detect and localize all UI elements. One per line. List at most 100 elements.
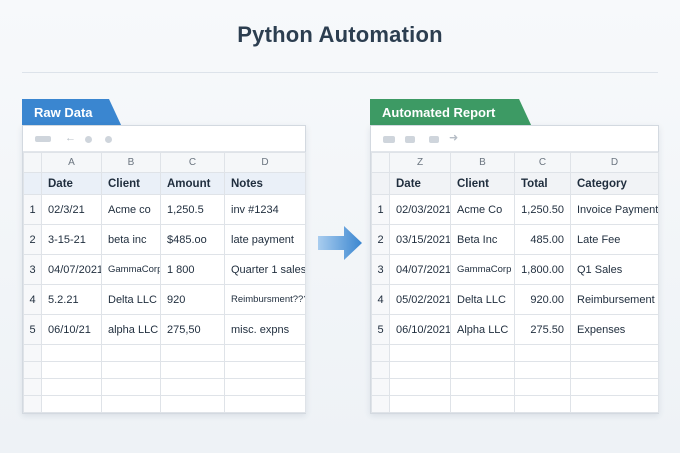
empty-cell[interactable]	[389, 344, 451, 362]
empty-cell[interactable]	[514, 378, 571, 396]
empty-cell[interactable]	[570, 378, 659, 396]
grid-icon[interactable]	[405, 136, 415, 143]
table-cell[interactable]: 02/03/2021	[389, 194, 451, 225]
table-cell[interactable]: 920.00	[514, 284, 571, 315]
sheet-icon[interactable]	[429, 136, 439, 143]
header-cell[interactable]: Notes	[224, 172, 306, 195]
empty-cell[interactable]	[101, 344, 161, 362]
empty-cell[interactable]	[160, 395, 225, 413]
empty-cell[interactable]	[450, 378, 515, 396]
empty-cell[interactable]	[570, 395, 659, 413]
table-cell[interactable]: 275.50	[514, 314, 571, 345]
empty-cell[interactable]	[224, 395, 306, 413]
column-letter[interactable]: C	[160, 152, 225, 173]
table-cell[interactable]: 1,250.5	[160, 194, 225, 225]
table-cell[interactable]: 06/10/2021	[389, 314, 451, 345]
table-cell[interactable]: 5.2.21	[41, 284, 102, 315]
empty-cell[interactable]	[41, 378, 102, 396]
column-letter[interactable]: A	[41, 152, 102, 173]
row-number[interactable]: 1	[371, 194, 390, 225]
empty-cell[interactable]	[450, 395, 515, 413]
automated-report-tab[interactable]: Automated Report	[370, 99, 532, 127]
empty-cell[interactable]	[160, 378, 225, 396]
empty-cell[interactable]	[570, 344, 659, 362]
menu-icon[interactable]	[383, 136, 395, 143]
table-cell[interactable]: Q1 Sales	[570, 254, 659, 285]
row-number[interactable]: 5	[371, 314, 390, 345]
empty-cell[interactable]	[389, 395, 451, 413]
empty-cell[interactable]	[514, 344, 571, 362]
table-cell[interactable]: 920	[160, 284, 225, 315]
header-cell[interactable]: Category	[570, 172, 659, 195]
table-cell[interactable]: 03/15/2021	[389, 224, 451, 255]
header-cell[interactable]: Date	[389, 172, 451, 195]
table-cell[interactable]: late payment	[224, 224, 306, 255]
table-cell[interactable]: 275,50	[160, 314, 225, 345]
empty-cell[interactable]	[514, 361, 571, 379]
empty-cell[interactable]	[224, 361, 306, 379]
table-cell[interactable]: 06/10/21	[41, 314, 102, 345]
table-cell[interactable]: Invoice Payment	[570, 194, 659, 225]
column-letter[interactable]: D	[570, 152, 659, 173]
table-cell[interactable]: Delta LLC	[101, 284, 161, 315]
empty-cell[interactable]	[570, 361, 659, 379]
table-cell[interactable]: 02/3/21	[41, 194, 102, 225]
row-number[interactable]: 3	[23, 254, 42, 285]
empty-cell[interactable]	[101, 378, 161, 396]
menu-icon[interactable]	[35, 136, 51, 142]
column-letter[interactable]: Z	[389, 152, 451, 173]
table-cell[interactable]: $485.oo	[160, 224, 225, 255]
forward-icon[interactable]: ➜	[449, 132, 459, 144]
table-cell[interactable]: misc. expns	[224, 314, 306, 345]
table-cell[interactable]: Acme co	[101, 194, 161, 225]
empty-cell[interactable]	[101, 395, 161, 413]
row-number[interactable]: 5	[23, 314, 42, 345]
empty-cell[interactable]	[101, 361, 161, 379]
table-cell[interactable]: Reimbursment???	[224, 284, 306, 315]
dot-icon[interactable]	[85, 136, 92, 143]
table-cell[interactable]: 1,800.00	[514, 254, 571, 285]
back-icon[interactable]: ←	[65, 132, 76, 144]
empty-cell[interactable]	[160, 361, 225, 379]
column-letter[interactable]: D	[224, 152, 306, 173]
row-number[interactable]: 3	[371, 254, 390, 285]
row-number[interactable]: 4	[23, 284, 42, 315]
table-cell[interactable]: Reimbursement	[570, 284, 659, 315]
table-cell[interactable]: 04/07/2021	[41, 254, 102, 285]
table-cell[interactable]: 04/07/2021	[389, 254, 451, 285]
table-cell[interactable]: 1 800	[160, 254, 225, 285]
empty-cell[interactable]	[450, 361, 515, 379]
table-cell[interactable]: Alpha LLC	[450, 314, 515, 345]
row-number[interactable]: 4	[371, 284, 390, 315]
table-cell[interactable]: alpha LLC	[101, 314, 161, 345]
row-number[interactable]: 1	[23, 194, 42, 225]
row-number[interactable]: 2	[371, 224, 390, 255]
column-letter[interactable]: B	[101, 152, 161, 173]
empty-cell[interactable]	[41, 395, 102, 413]
dot-icon[interactable]	[105, 136, 112, 143]
table-cell[interactable]: 1,250.50	[514, 194, 571, 225]
table-cell[interactable]: 485.00	[514, 224, 571, 255]
empty-cell[interactable]	[160, 344, 225, 362]
raw-data-tab[interactable]: Raw Data	[22, 99, 122, 127]
empty-cell[interactable]	[389, 378, 451, 396]
table-cell[interactable]: Expenses	[570, 314, 659, 345]
header-cell[interactable]: Amount	[160, 172, 225, 195]
header-cell[interactable]: Client	[101, 172, 161, 195]
header-cell[interactable]: Total	[514, 172, 571, 195]
empty-cell[interactable]	[514, 395, 571, 413]
table-cell[interactable]: 05/02/2021	[389, 284, 451, 315]
header-cell[interactable]: Client	[450, 172, 515, 195]
empty-cell[interactable]	[41, 344, 102, 362]
table-cell[interactable]: inv #1234	[224, 194, 306, 225]
empty-cell[interactable]	[389, 361, 451, 379]
table-cell[interactable]: GammaCorp	[450, 254, 515, 285]
row-number[interactable]: 2	[23, 224, 42, 255]
table-cell[interactable]: Acme Co	[450, 194, 515, 225]
table-cell[interactable]: Late Fee	[570, 224, 659, 255]
column-letter[interactable]: B	[450, 152, 515, 173]
empty-cell[interactable]	[41, 361, 102, 379]
table-cell[interactable]: GammaCorp	[101, 254, 161, 285]
empty-cell[interactable]	[450, 344, 515, 362]
table-cell[interactable]: Quarter 1 sales	[224, 254, 306, 285]
